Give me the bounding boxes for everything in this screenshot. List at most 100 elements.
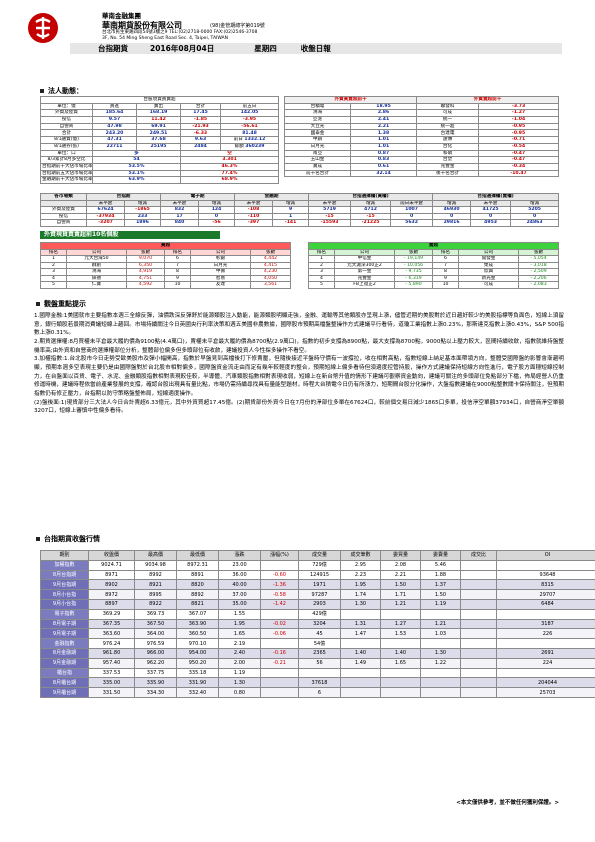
fb-name: 日月光 (284, 142, 352, 151)
section-tips: 觀盤重點提示 (36, 300, 86, 308)
inst-cell: 9.63 (180, 136, 221, 144)
tip-paragraph: 2.期貨選擇權:8月買權未平倉最大履約價為9100點(4.4萬口)，賣權未平倉最… (34, 338, 564, 354)
quote-cell: 8315 (496, 579, 595, 591)
inst-cell: 8/1融券(張) (40, 142, 93, 151)
quote-col-head: 期別 (40, 550, 89, 561)
oi-short-val: 77.4% (179, 169, 280, 178)
oi-short: 空 (179, 149, 280, 158)
quote-period: 電子指數 (40, 608, 89, 620)
quote-cell: 1.21 (420, 618, 461, 630)
market-name: 台指期貨 (98, 44, 128, 53)
quote-cell (380, 677, 421, 689)
quote-cell (340, 638, 381, 649)
lots: - 5,890 (394, 281, 433, 289)
inst-cell: 1332.12 (244, 137, 266, 143)
quote-cell (260, 638, 299, 649)
quote-cell: 8972.31 (176, 559, 219, 571)
quote-cell: 124915 (298, 569, 341, 581)
quote-cell (260, 559, 299, 571)
quote-cell: 337.53 (88, 667, 135, 679)
stock: 仁寶 (66, 281, 127, 289)
quote-cell: 8995 (134, 589, 177, 600)
rank: 5 (308, 281, 335, 289)
quote-period: 9月電子期 (40, 628, 89, 640)
report-date: 2016年08月04日 (150, 44, 215, 53)
inst-col: 前五日 (219, 102, 280, 111)
oi-val: 4953 (470, 219, 512, 227)
inst-cell: 243.20 (92, 129, 137, 138)
quote-cell: 966.00 (134, 647, 177, 659)
quote-col-head: 收盤價 (88, 550, 135, 561)
quote-cell (460, 598, 497, 610)
fb-val: 1.01 (350, 136, 418, 144)
stock: 友達 (190, 281, 251, 289)
inst-cell: 81.48 (219, 129, 280, 138)
bullet-icon (36, 302, 40, 307)
quote-cell: 954.00 (176, 647, 219, 659)
fb-total: 32.14 (350, 169, 418, 178)
fs-val: -0.95 (478, 122, 560, 131)
quote-col-head: OI (496, 550, 595, 561)
inst-cell: 142.05 (219, 109, 280, 118)
quote-cell: 1.19 (218, 667, 261, 679)
quote-period: 8月金融期 (40, 647, 89, 659)
inst-cell: 11.42 (136, 116, 181, 124)
fb-name: 南亞 (284, 149, 352, 158)
quote-cell: -1.42 (260, 598, 299, 610)
oi-val: 840 (160, 219, 200, 227)
quote-period: 櫃台指 (40, 667, 89, 679)
fs-val: -0.54 (478, 142, 560, 151)
quote-cell: 29707 (496, 589, 595, 600)
quote-cell: 1.37 (420, 579, 461, 591)
quote-cell: 1.88 (420, 569, 461, 581)
quote-cell: -0.21 (260, 657, 299, 669)
quote-cell: 1.30 (340, 598, 381, 610)
oi-short-val: 3.301 (179, 156, 280, 164)
quote-cell: 970.10 (176, 638, 219, 649)
quote-cell: 367.35 (88, 618, 135, 630)
quote-cell: 97287 (298, 589, 341, 600)
quote-cell: 8971 (88, 569, 135, 581)
oi-val: 24863 (510, 219, 560, 227)
quote-period: 9月櫃台期 (40, 687, 89, 698)
inst-cell: 22711 (92, 142, 137, 151)
quote-cell: 331.90 (176, 677, 219, 689)
institutions-grid: 台股現貨買賣超 外資買賣超前十 外資賣超前十 單位：億 買進 賣出 合計 前五日 台積電… (39, 96, 560, 184)
quote-cell (496, 559, 595, 571)
quote-cell (340, 677, 381, 689)
quote-cell: 1971 (298, 579, 341, 591)
quote-cell (420, 608, 461, 620)
report-title-bar: 台指期貨 2016年08月04日 星期四 收盤日報 (70, 43, 562, 54)
quote-cell (460, 618, 497, 630)
inst-cell: 249.51 (136, 129, 181, 138)
oi-label: 金融期前十大佔市場比率 (40, 176, 93, 184)
quote-cell: 1.40 (380, 647, 421, 659)
top10-title: 外資現貨買賣超前10名個股 (40, 231, 220, 239)
quote-cell: 332.40 (176, 687, 219, 698)
quote-cell: 204044 (496, 677, 595, 689)
quote-cell: 8902 (88, 579, 135, 591)
section-quotes: 台指期貨收盤行情 (36, 535, 100, 543)
quote-cell: 429億 (298, 608, 341, 620)
quote-cell: 367.50 (134, 618, 177, 630)
inst-col: 買進 (92, 102, 137, 111)
fs-val: -0.71 (478, 136, 560, 144)
quotes-table: 期別 收盤價 最高價 最低價 漲跌 漲幅(%) 成交量 成交筆數 委買量 委賣量 成交比 OI 加權指數… (40, 550, 595, 698)
inst-cell: 9.57 (92, 116, 137, 124)
quote-period: 8月電子期 (40, 618, 89, 630)
inst-cell: 餘額 (234, 143, 244, 149)
inst-title: 台股現貨買賣超 (39, 96, 280, 104)
address-zh: 台北市民生東路四段54號3樓之9 TEL:(02)2718-0000 FAX:(… (102, 30, 258, 35)
fb-val: 2.41 (350, 116, 418, 124)
fs-val: -1.27 (478, 109, 560, 118)
quote-cell (260, 608, 299, 620)
quote-cell: 2.19 (218, 638, 261, 649)
quote-cell: 224 (496, 657, 595, 669)
quote-cell (380, 608, 421, 620)
quote-period: 金融指數 (40, 638, 89, 649)
fs-val: -3.73 (478, 102, 560, 111)
quote-cell: 1.30 (218, 677, 261, 689)
quote-cell: 40.00 (218, 579, 261, 591)
fb-name: 寶成 (284, 162, 352, 171)
bullet-icon (40, 89, 44, 94)
